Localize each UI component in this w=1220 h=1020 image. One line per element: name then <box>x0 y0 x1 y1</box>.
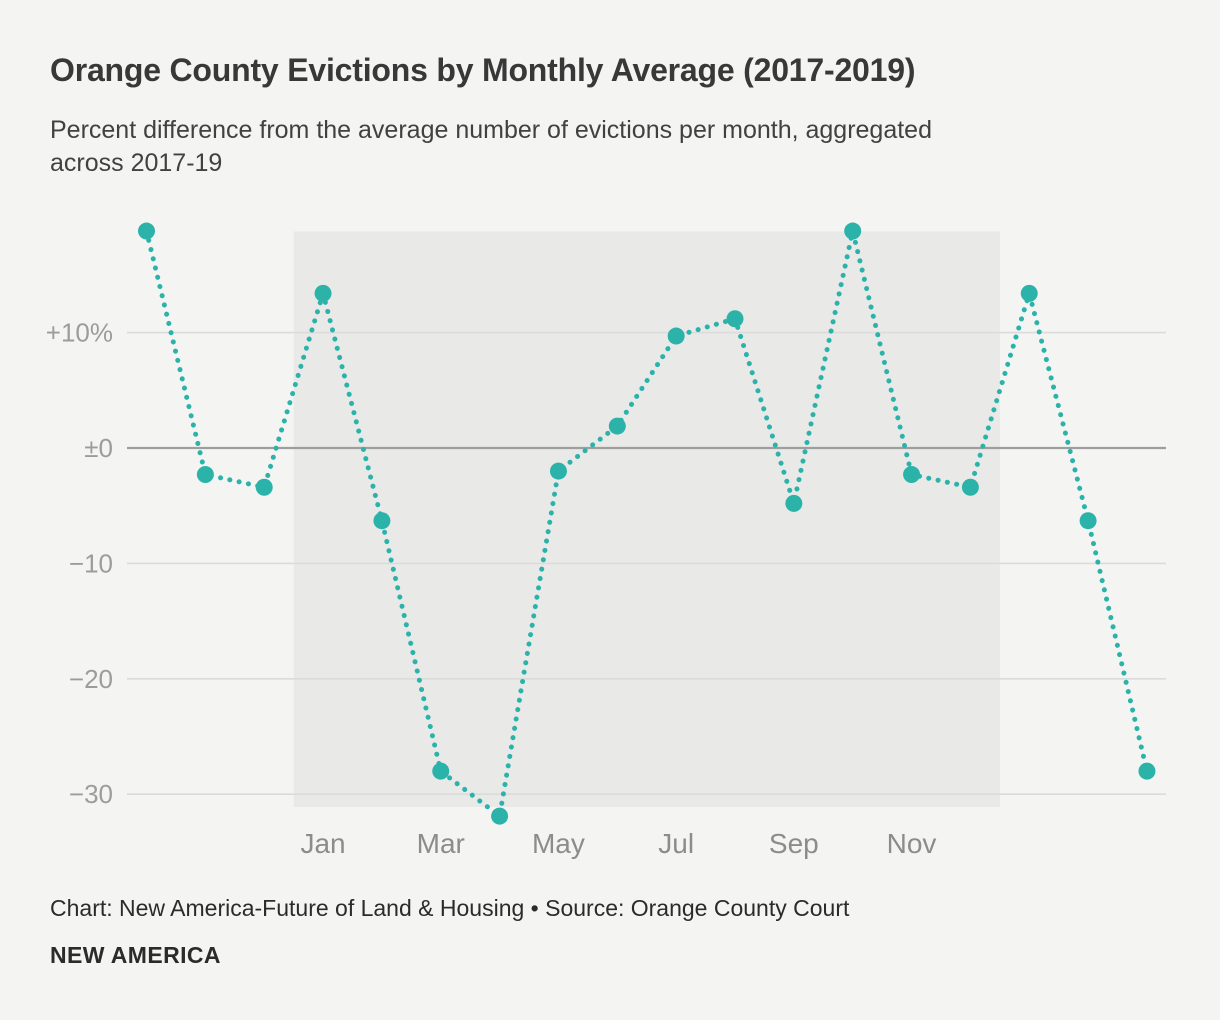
x-tick-label-Sep: Sep <box>769 828 819 859</box>
y-tick-label-−20: −20 <box>69 664 113 694</box>
data-point-0-Oct <box>138 222 155 240</box>
data-point-14-Dec <box>961 478 979 496</box>
data-point-4-Feb <box>373 512 391 530</box>
x-tick-label-Mar: Mar <box>417 828 465 859</box>
data-point-2-Dec <box>255 478 273 496</box>
x-tick-label-May: May <box>532 828 585 859</box>
data-point-7-May <box>549 462 567 480</box>
y-tick-label-+10%: +10% <box>46 318 113 348</box>
x-tick-label-Nov: Nov <box>887 828 937 859</box>
data-point-5-Mar <box>432 762 450 780</box>
data-point-15-Jan <box>1020 284 1038 302</box>
chart-source-line: Chart: New America-Future of Land & Hous… <box>50 895 850 921</box>
y-tick-label-−10: −10 <box>69 548 113 578</box>
chart-title: Orange County Evictions by Monthly Avera… <box>50 52 916 88</box>
data-point-16-Feb <box>1079 512 1097 530</box>
data-point-11-Sep <box>785 494 803 512</box>
data-point-12-Oct <box>844 222 862 240</box>
y-tick-label-±0: ±0 <box>84 433 113 463</box>
data-point-9-Jul <box>667 327 685 345</box>
data-point-13-Nov <box>903 466 921 484</box>
x-tick-label-Jan: Jan <box>300 828 345 859</box>
highlight-band-jan-dec <box>293 231 1000 807</box>
data-point-1-Nov <box>196 466 214 484</box>
chart-subtitle-line-2: across 2017-19 <box>50 149 223 177</box>
chart-subtitle-line-1: Percent difference from the average numb… <box>50 116 932 144</box>
y-tick-label-−30: −30 <box>69 779 113 809</box>
data-point-3-Jan <box>314 284 332 302</box>
data-point-10-Aug <box>726 310 744 328</box>
x-tick-label-Jul: Jul <box>658 828 694 859</box>
data-point-6-Apr <box>491 807 509 825</box>
trend-line-dotted <box>144 228 1150 821</box>
data-point-17-Mar <box>1138 762 1156 780</box>
brand-logo: NEW AMERICA <box>50 942 221 968</box>
data-point-8-Jun <box>608 417 626 435</box>
chart-subtitle: Percent difference from the average numb… <box>50 114 932 180</box>
